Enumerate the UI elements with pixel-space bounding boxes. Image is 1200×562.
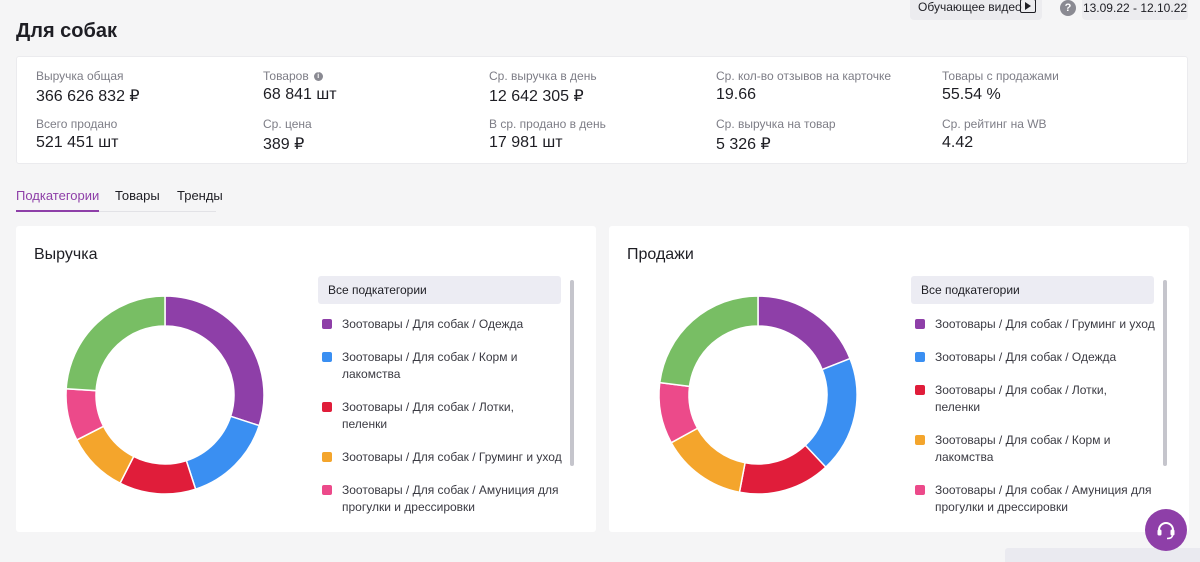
legend-item[interactable]: Зоотовары / Для собак / Амуниция для про… [915,482,1155,516]
legend-swatch [322,402,332,412]
stat-label: Ср. выручка в день [489,69,597,83]
stat-total-revenue: Выручка общая 366 626 832 ₽ [36,69,140,106]
stat-label: В ср. продано в день [489,117,606,131]
stat-label: Товары с продажами [942,69,1059,83]
tab-bar: Подкатегории Товары Тренды [16,188,223,212]
legend-item[interactable]: Зоотовары / Для собак / Груминг и уход [915,316,1155,333]
sales-panel: Продажи Все подкатегории Зоотовары / Для… [609,226,1189,532]
donut-slice-5[interactable] [658,295,759,388]
stat-label: Ср. кол-во отзывов на карточке [716,69,892,83]
top-bar: Обучающее видео ? 13.09.22 - 12.10.22 [0,0,1200,20]
legend-item[interactable]: Зоотовары / Для собак / Одежда [322,316,562,333]
legend-label: Зоотовары / Для собак / Груминг и уход [342,450,562,464]
stat-label: Ср. выручка на товар [716,117,836,131]
legend-label: Зоотовары / Для собак / Одежда [342,317,524,331]
legend-swatch [915,485,925,495]
legend-scrollbar[interactable] [570,280,574,466]
donut-slice-2[interactable] [738,444,827,495]
legend-swatch [322,485,332,495]
stat-label: Товаров [263,69,309,83]
support-chat-button[interactable] [1145,509,1187,551]
donut-slice-0[interactable] [757,295,852,371]
stat-value: 19.66 [716,86,757,103]
donut-slice-5[interactable] [65,295,166,392]
headset-icon [1157,522,1175,540]
subcategory-filter[interactable]: Все подкатегории [318,276,561,304]
stat-avg-reviews: Ср. кол-во отзывов на карточке 19.66 [716,69,891,104]
legend-swatch [915,352,925,362]
stat-value: 55.54 % [942,86,1001,103]
stat-avg-sold-per-day: В ср. продано в день 17 981 шт [489,117,606,152]
panel-title: Продажи [627,246,694,263]
legend-item[interactable]: Зоотовары / Для собак / Лотки, пеленки [915,382,1155,416]
legend-swatch [322,319,332,329]
date-range-picker[interactable]: 13.09.22 - 12.10.22 [1082,0,1188,20]
bottom-corner-panel [1005,548,1200,562]
legend-item[interactable]: Зоотовары / Для собак / Корм и лакомства [322,349,562,383]
legend-swatch [915,385,925,395]
subcategory-filter[interactable]: Все подкатегории [911,276,1154,304]
legend-label: Зоотовары / Для собак / Амуниция для про… [342,483,559,514]
donut-slice-3[interactable] [670,427,746,494]
legend-swatch [915,319,925,329]
legend-swatch [915,435,925,445]
legend-label: Зоотовары / Для собак / Груминг и уход [935,317,1155,331]
legend-scrollbar[interactable] [1163,280,1167,466]
panel-title: Выручка [34,246,98,263]
stat-value: 5 326 ₽ [716,136,771,153]
stat-value: 12 642 305 ₽ [489,88,584,105]
legend-label: Зоотовары / Для собак / Лотки, пеленки [342,400,514,431]
revenue-donut-chart [65,295,265,495]
tutorial-video-button[interactable]: Обучающее видео [910,0,1042,20]
legend-label: Зоотовары / Для собак / Лотки, пеленки [935,383,1107,414]
legend-swatch [322,352,332,362]
help-icon[interactable]: ? [1060,0,1076,16]
stat-avg-price: Ср. цена 389 ₽ [263,117,312,154]
legend-label: Зоотовары / Для собак / Одежда [935,350,1117,364]
tab-trends[interactable]: Тренды [177,188,223,203]
stat-label: Всего продано [36,117,118,131]
stat-label: Ср. рейтинг на WB [942,117,1047,131]
legend-item[interactable]: Зоотовары / Для собак / Амуниция для про… [322,482,562,516]
stat-value: 521 451 шт [36,134,119,151]
legend-item[interactable]: Зоотовары / Для собак / Груминг и уход [322,449,562,466]
stat-value: 389 ₽ [263,136,305,153]
stat-value: 68 841 шт [263,86,337,103]
stat-value: 366 626 832 ₽ [36,88,140,105]
legend-item[interactable]: Зоотовары / Для собак / Лотки, пеленки [322,399,562,433]
donut-slice-1[interactable] [804,357,858,469]
sales-donut-chart [658,295,858,495]
stat-value: 17 981 шт [489,134,563,151]
legend-item[interactable]: Зоотовары / Для собак / Одежда [915,349,1155,366]
stat-avg-revenue-per-product: Ср. выручка на товар 5 326 ₽ [716,117,836,154]
tab-products[interactable]: Товары [115,188,160,203]
stat-products: Товаров i 68 841 шт [263,69,337,104]
tutorial-video-label: Обучающее видео [918,0,1022,14]
donut-slice-1[interactable] [185,415,261,491]
info-icon[interactable]: i [313,71,323,81]
revenue-panel: Выручка Все подкатегории Зоотовары / Для… [16,226,596,532]
stat-products-with-sales: Товары с продажами 55.54 % [942,69,1059,104]
stat-avg-rating: Ср. рейтинг на WB 4.42 [942,117,1047,152]
legend-item[interactable]: Зоотовары / Для собак / Корм и лакомства [915,432,1155,466]
stat-total-sold: Всего продано 521 451 шт [36,117,118,152]
stats-card: Выручка общая 366 626 832 ₽ Товаров i 68… [16,56,1188,164]
stat-value: 4.42 [942,134,974,151]
stat-label: Выручка общая [36,69,124,83]
donut-slice-0[interactable] [164,295,265,427]
page-title: Для собак [16,20,118,42]
stat-avg-revenue-per-day: Ср. выручка в день 12 642 305 ₽ [489,69,597,106]
legend-label: Зоотовары / Для собак / Корм и лакомства [342,350,518,381]
legend-label: Зоотовары / Для собак / Амуниция для про… [935,483,1152,514]
legend-label: Зоотовары / Для собак / Корм и лакомства [935,433,1111,464]
legend-swatch [322,452,332,462]
stat-label: Ср. цена [263,117,312,131]
tab-subcategories[interactable]: Подкатегории [16,188,100,212]
play-icon [1020,0,1036,13]
